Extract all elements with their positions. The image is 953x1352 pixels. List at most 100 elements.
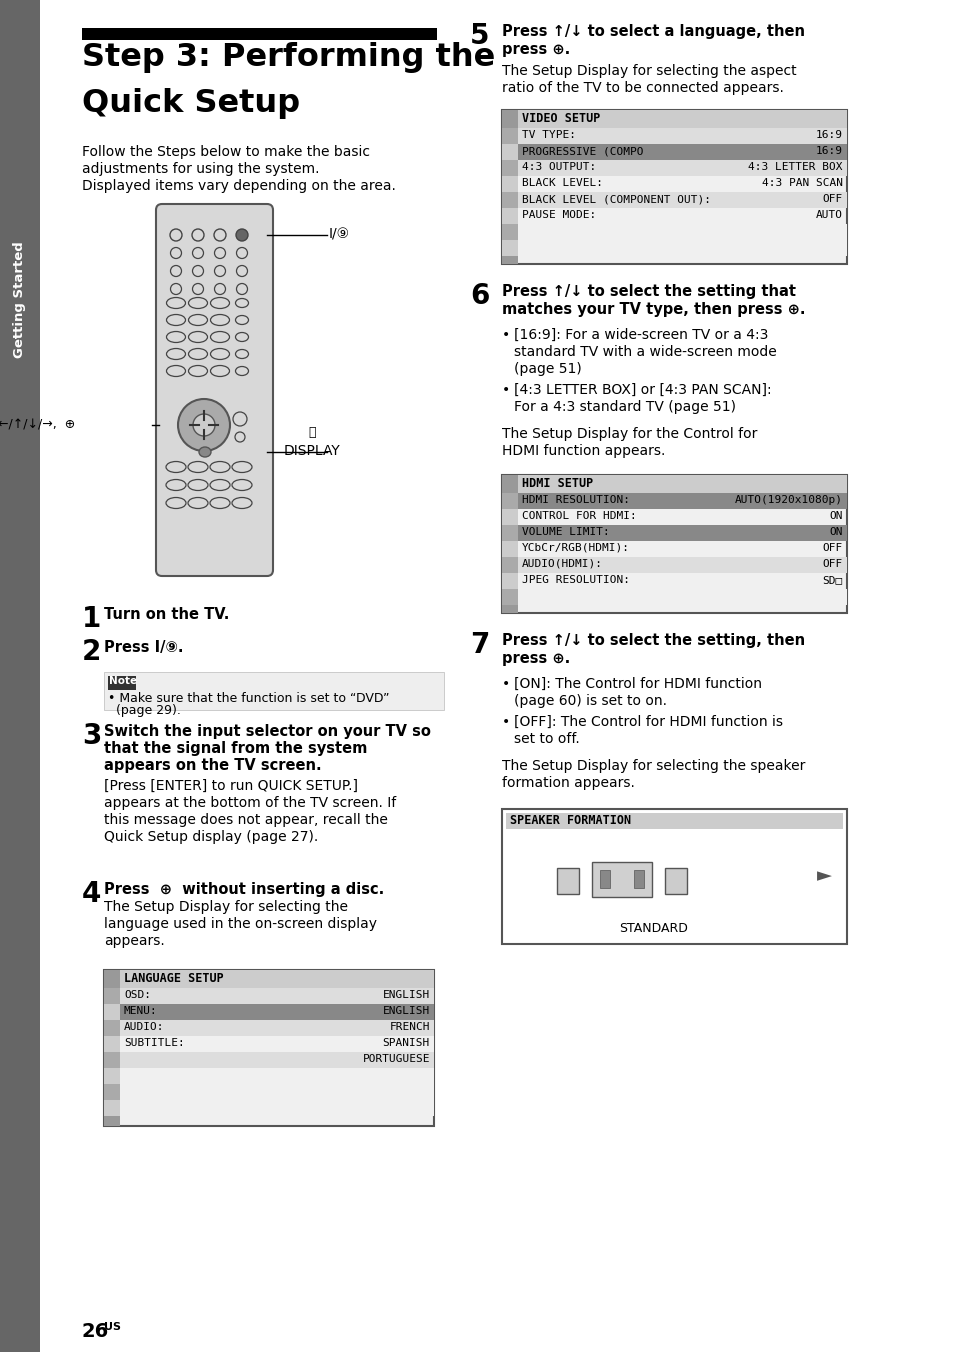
- Text: •: •: [501, 677, 510, 691]
- Text: CONTROL FOR HDMI:: CONTROL FOR HDMI:: [521, 511, 636, 521]
- Text: TV TYPE:: TV TYPE:: [521, 130, 576, 141]
- Text: Press  ⊕  without inserting a disc.: Press ⊕ without inserting a disc.: [104, 882, 384, 896]
- Text: AUTO: AUTO: [815, 210, 842, 220]
- Text: Displayed items vary depending on the area.: Displayed items vary depending on the ar…: [82, 178, 395, 193]
- Circle shape: [178, 399, 230, 452]
- Text: The Setup Display for the Control for: The Setup Display for the Control for: [501, 427, 757, 441]
- Bar: [501, 475, 846, 612]
- Bar: [517, 589, 846, 604]
- Text: this message does not appear, recall the: this message does not appear, recall the: [104, 813, 388, 827]
- Text: OFF: OFF: [821, 544, 842, 553]
- Bar: [517, 192, 846, 208]
- Bar: [120, 1068, 434, 1084]
- Text: (page 60) is set to on.: (page 60) is set to on.: [514, 694, 666, 708]
- Text: JPEG RESOLUTION:: JPEG RESOLUTION:: [521, 575, 629, 585]
- Bar: [120, 1019, 434, 1036]
- Text: AUDIO:: AUDIO:: [124, 1022, 164, 1032]
- Bar: [501, 525, 517, 541]
- Text: DISPLAY: DISPLAY: [283, 443, 340, 458]
- Text: YCbCr/RGB(HDMI):: YCbCr/RGB(HDMI):: [521, 544, 629, 553]
- Text: The Setup Display for selecting the aspect: The Setup Display for selecting the aspe…: [501, 64, 796, 78]
- Bar: [501, 110, 517, 264]
- Bar: [517, 224, 846, 241]
- Bar: [501, 110, 846, 264]
- Text: Press ↑/↓ to select the setting that: Press ↑/↓ to select the setting that: [501, 284, 795, 299]
- Text: 5: 5: [470, 22, 489, 50]
- Text: For a 4:3 standard TV (page 51): For a 4:3 standard TV (page 51): [514, 400, 735, 414]
- Bar: [120, 1005, 434, 1019]
- Text: Note: Note: [109, 676, 137, 685]
- Text: [Press [ENTER] to run QUICK SETUP.]: [Press [ENTER] to run QUICK SETUP.]: [104, 779, 357, 794]
- Text: appears.: appears.: [104, 934, 165, 948]
- Bar: [501, 145, 517, 160]
- Bar: [104, 1068, 120, 1084]
- Text: I/⑨: I/⑨: [329, 228, 350, 242]
- Text: standard TV with a wide-screen mode: standard TV with a wide-screen mode: [514, 345, 776, 360]
- Bar: [120, 1101, 434, 1115]
- Bar: [82, 28, 436, 41]
- Text: [OFF]: The Control for HDMI function is: [OFF]: The Control for HDMI function is: [514, 715, 782, 729]
- Text: 4: 4: [82, 880, 101, 909]
- Text: ►: ►: [816, 867, 831, 886]
- Text: AUTO(1920x1080p): AUTO(1920x1080p): [734, 495, 842, 506]
- Text: SD□: SD□: [821, 575, 842, 585]
- Bar: [517, 145, 846, 160]
- Text: VOLUME LIMIT:: VOLUME LIMIT:: [521, 527, 609, 537]
- Text: OSD:: OSD:: [124, 990, 151, 1000]
- Text: BLACK LEVEL (COMPONENT OUT):: BLACK LEVEL (COMPONENT OUT):: [521, 193, 710, 204]
- Text: SUBTITLE:: SUBTITLE:: [124, 1038, 185, 1048]
- Bar: [501, 808, 846, 944]
- Text: set to off.: set to off.: [514, 731, 579, 746]
- Text: Switch the input selector on your TV so: Switch the input selector on your TV so: [104, 725, 431, 740]
- Bar: [104, 969, 120, 1126]
- Bar: [501, 224, 517, 241]
- Text: 7: 7: [470, 631, 489, 658]
- Bar: [120, 1036, 434, 1052]
- Bar: [501, 508, 517, 525]
- Text: •: •: [501, 383, 510, 397]
- Text: 16:9: 16:9: [815, 130, 842, 141]
- Bar: [517, 241, 846, 256]
- Bar: [104, 1084, 120, 1101]
- Text: 1: 1: [82, 604, 101, 633]
- Text: PAUSE MODE:: PAUSE MODE:: [521, 210, 596, 220]
- Text: 6: 6: [470, 283, 489, 310]
- Text: VIDEO SETUP: VIDEO SETUP: [521, 112, 599, 124]
- Bar: [501, 541, 517, 557]
- Text: language used in the on-screen display: language used in the on-screen display: [104, 917, 376, 932]
- Text: ON: ON: [828, 511, 842, 521]
- Text: MENU:: MENU:: [124, 1006, 157, 1015]
- Text: HDMI SETUP: HDMI SETUP: [521, 477, 593, 489]
- Text: PROGRESSIVE (COMPO: PROGRESSIVE (COMPO: [521, 146, 643, 155]
- Text: HDMI function appears.: HDMI function appears.: [501, 443, 664, 458]
- Text: [16:9]: For a wide-screen TV or a 4:3: [16:9]: For a wide-screen TV or a 4:3: [514, 329, 767, 342]
- Bar: [501, 557, 517, 573]
- Bar: [517, 110, 846, 128]
- Bar: [104, 1052, 120, 1068]
- Text: AUDIO(HDMI):: AUDIO(HDMI):: [521, 558, 602, 569]
- Bar: [104, 969, 434, 1126]
- Text: ←/↑/↓/→,  ⊕: ←/↑/↓/→, ⊕: [0, 419, 75, 431]
- Text: formation appears.: formation appears.: [501, 776, 634, 790]
- Bar: [517, 493, 846, 508]
- Text: Follow the Steps below to make the basic: Follow the Steps below to make the basic: [82, 145, 370, 160]
- Bar: [634, 869, 643, 888]
- Text: 4:3 LETTER BOX: 4:3 LETTER BOX: [748, 162, 842, 172]
- Text: press ⊕.: press ⊕.: [501, 652, 570, 667]
- Text: 26: 26: [82, 1322, 110, 1341]
- Text: FRENCH: FRENCH: [389, 1022, 430, 1032]
- Text: US: US: [104, 1322, 121, 1332]
- Text: LANGUAGE SETUP: LANGUAGE SETUP: [124, 972, 224, 986]
- Bar: [501, 573, 517, 589]
- Text: Press I/⑨.: Press I/⑨.: [104, 639, 183, 654]
- Circle shape: [193, 414, 214, 435]
- Bar: [104, 1101, 120, 1115]
- Text: ENGLISH: ENGLISH: [382, 1006, 430, 1015]
- Text: [4:3 LETTER BOX] or [4:3 PAN SCAN]:: [4:3 LETTER BOX] or [4:3 PAN SCAN]:: [514, 383, 771, 397]
- Bar: [501, 160, 517, 176]
- Text: Quick Setup display (page 27).: Quick Setup display (page 27).: [104, 830, 318, 844]
- Bar: [501, 208, 517, 224]
- FancyBboxPatch shape: [156, 204, 273, 576]
- Text: Press ↑/↓ to select a language, then: Press ↑/↓ to select a language, then: [501, 24, 804, 39]
- Bar: [104, 1036, 120, 1052]
